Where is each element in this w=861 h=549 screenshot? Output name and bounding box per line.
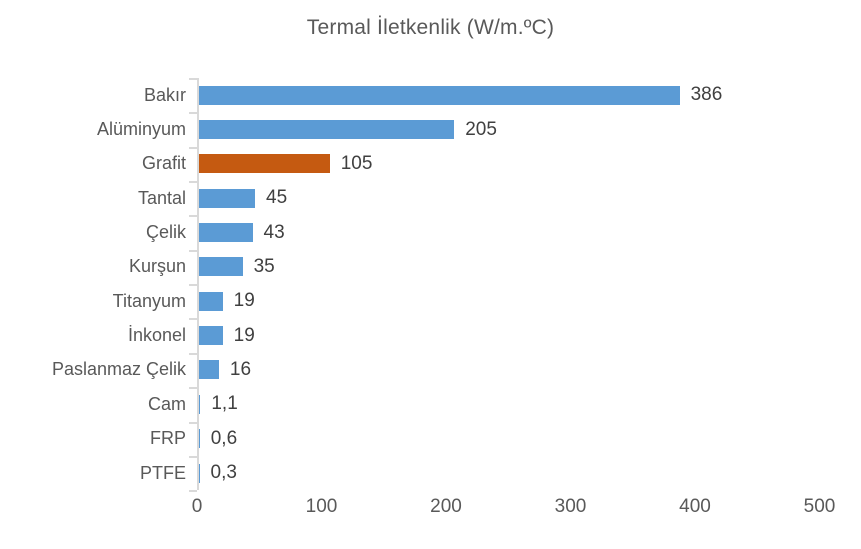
x-tick-label: 100 bbox=[305, 496, 338, 517]
value-label: 105 bbox=[340, 152, 373, 174]
category-label: Alüminyum bbox=[96, 119, 186, 140]
y-axis-tick bbox=[189, 284, 197, 287]
bar bbox=[199, 85, 680, 105]
bar bbox=[199, 394, 201, 414]
chart-title: Termal İletkenlik (W/m.ºC) bbox=[306, 16, 555, 39]
category-label: Grafit bbox=[141, 153, 186, 174]
y-axis-tick bbox=[189, 146, 197, 149]
value-label: 0,3 bbox=[210, 462, 237, 484]
y-axis-tick bbox=[189, 181, 197, 184]
category-label: Paslanmaz Çelik bbox=[51, 359, 186, 380]
bar bbox=[199, 223, 253, 243]
y-axis-tick bbox=[189, 455, 197, 458]
y-axis-tick bbox=[189, 249, 197, 252]
bar bbox=[199, 463, 200, 483]
category-label: PTFE bbox=[139, 462, 186, 483]
value-label: 35 bbox=[253, 255, 275, 277]
category-label: İnkonel bbox=[127, 325, 186, 346]
bar bbox=[199, 429, 200, 449]
bar bbox=[199, 291, 223, 311]
x-tick-label: 200 bbox=[430, 496, 462, 517]
category-label: Cam bbox=[147, 393, 186, 414]
category-label: Tantal bbox=[137, 187, 186, 208]
x-tick-label: 0 bbox=[191, 496, 203, 517]
value-label: 19 bbox=[233, 324, 255, 346]
value-label: 0,6 bbox=[210, 427, 238, 449]
y-axis-tick bbox=[189, 421, 197, 424]
value-label: 19 bbox=[233, 290, 255, 312]
y-axis-tick bbox=[189, 352, 197, 355]
y-axis-tick bbox=[189, 78, 197, 80]
bar bbox=[199, 326, 223, 346]
bar bbox=[199, 188, 256, 208]
y-axis-line bbox=[197, 78, 199, 491]
category-label: Titanyum bbox=[112, 290, 186, 311]
x-tick-label: 400 bbox=[679, 496, 711, 517]
y-axis-tick bbox=[189, 318, 197, 321]
y-axis-tick bbox=[189, 490, 197, 493]
category-label: Çelik bbox=[145, 222, 186, 243]
value-label: 1,1 bbox=[211, 393, 238, 415]
x-tick-label: 300 bbox=[554, 496, 587, 517]
bar bbox=[199, 360, 219, 380]
x-tick-label: 500 bbox=[803, 496, 836, 517]
y-axis-tick bbox=[189, 387, 197, 390]
bar bbox=[199, 257, 243, 277]
y-axis-tick bbox=[189, 215, 197, 218]
value-label: 16 bbox=[229, 358, 252, 380]
bar bbox=[199, 120, 455, 140]
value-label: 205 bbox=[465, 118, 497, 140]
value-label: 386 bbox=[690, 84, 723, 106]
category-label: Bakır bbox=[143, 84, 186, 105]
category-label: FRP bbox=[150, 428, 186, 449]
value-label: 45 bbox=[266, 187, 288, 209]
y-axis-tick bbox=[189, 112, 197, 115]
category-label: Kurşun bbox=[128, 256, 186, 277]
value-label: 43 bbox=[263, 221, 285, 243]
bar bbox=[199, 154, 330, 174]
